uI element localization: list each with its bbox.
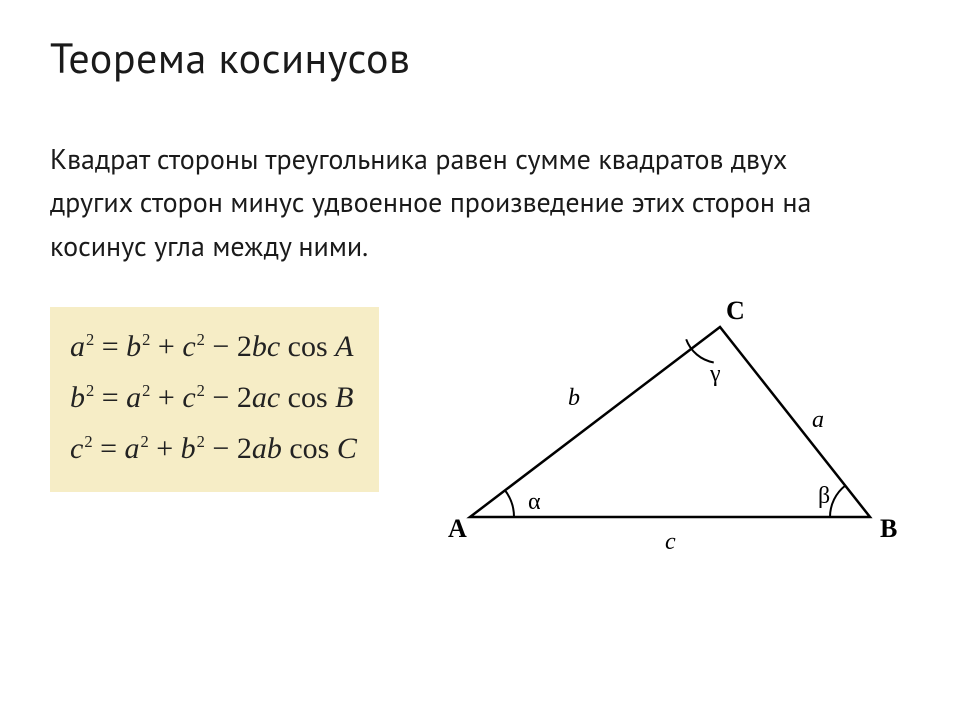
svg-text:α: α bbox=[528, 489, 541, 515]
svg-text:A: A bbox=[448, 514, 467, 543]
triangle-svg: A B Ca b c α β γ bbox=[440, 287, 900, 567]
svg-text:a: a bbox=[812, 407, 824, 433]
page-title: Теорема косинусов bbox=[50, 30, 910, 85]
lower-region: a2 = b2 + c2 − 2bc cos A b2 = a2 + c2 − … bbox=[50, 307, 910, 567]
formula-a: a2 = b2 + c2 − 2bc cos A bbox=[70, 321, 357, 372]
formula-box: a2 = b2 + c2 − 2bc cos A b2 = a2 + c2 − … bbox=[50, 307, 379, 492]
triangle-diagram: ABCabcαβγ bbox=[419, 307, 910, 567]
svg-text:c: c bbox=[665, 529, 676, 555]
formula-b: b2 = a2 + c2 − 2ac cos B bbox=[70, 372, 357, 423]
svg-text:γ: γ bbox=[709, 361, 721, 387]
svg-text:b: b bbox=[568, 385, 580, 411]
svg-text:B: B bbox=[880, 514, 897, 543]
slide: Теорема косинусов Квадрат стороны треуго… bbox=[0, 0, 960, 720]
svg-text:C: C bbox=[726, 296, 745, 325]
formula-c: c2 = a2 + b2 − 2ab cos C bbox=[70, 423, 357, 474]
svg-text:β: β bbox=[818, 483, 830, 509]
theorem-statement: Квадрат стороны треугольника равен сумме… bbox=[50, 137, 870, 267]
